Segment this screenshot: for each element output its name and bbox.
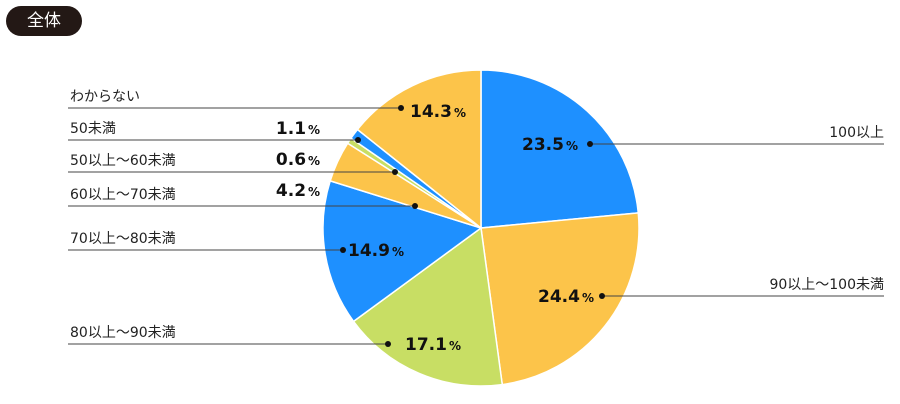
slice-category-label: 70以上〜80未満 xyxy=(70,231,176,247)
leader-dot xyxy=(340,247,346,253)
slice-category-label: 60以上〜70未満 xyxy=(70,187,176,203)
pie-slice xyxy=(356,69,482,230)
pie-slice xyxy=(480,212,640,386)
slice-category-label: 50以上〜60未満 xyxy=(70,153,176,169)
group-badge: 全体 xyxy=(6,6,82,36)
slice-value-label: 1.1% xyxy=(276,119,320,139)
pie-slice xyxy=(480,69,640,229)
pie-slices xyxy=(322,69,640,387)
leader-dot xyxy=(392,169,398,175)
leader-dot xyxy=(398,105,404,111)
pie-slice xyxy=(352,226,504,387)
slice-value-label: 4.2% xyxy=(276,181,320,201)
leader-lines xyxy=(68,105,884,347)
slice-category-label: わからない xyxy=(70,89,140,105)
slice-category-label: 100以上 xyxy=(829,125,884,141)
slice-category-label: 90以上〜100未満 xyxy=(769,277,884,293)
leader-dot xyxy=(412,203,418,209)
leader-dot xyxy=(385,341,391,347)
leader-dot xyxy=(599,293,605,299)
leader-dot xyxy=(355,137,361,143)
slice-value-label: 0.6% xyxy=(276,150,320,170)
slice-category-label: 50未満 xyxy=(70,121,116,137)
leader-dot xyxy=(587,141,593,147)
slice-category-label: 80以上〜90未満 xyxy=(70,325,176,341)
